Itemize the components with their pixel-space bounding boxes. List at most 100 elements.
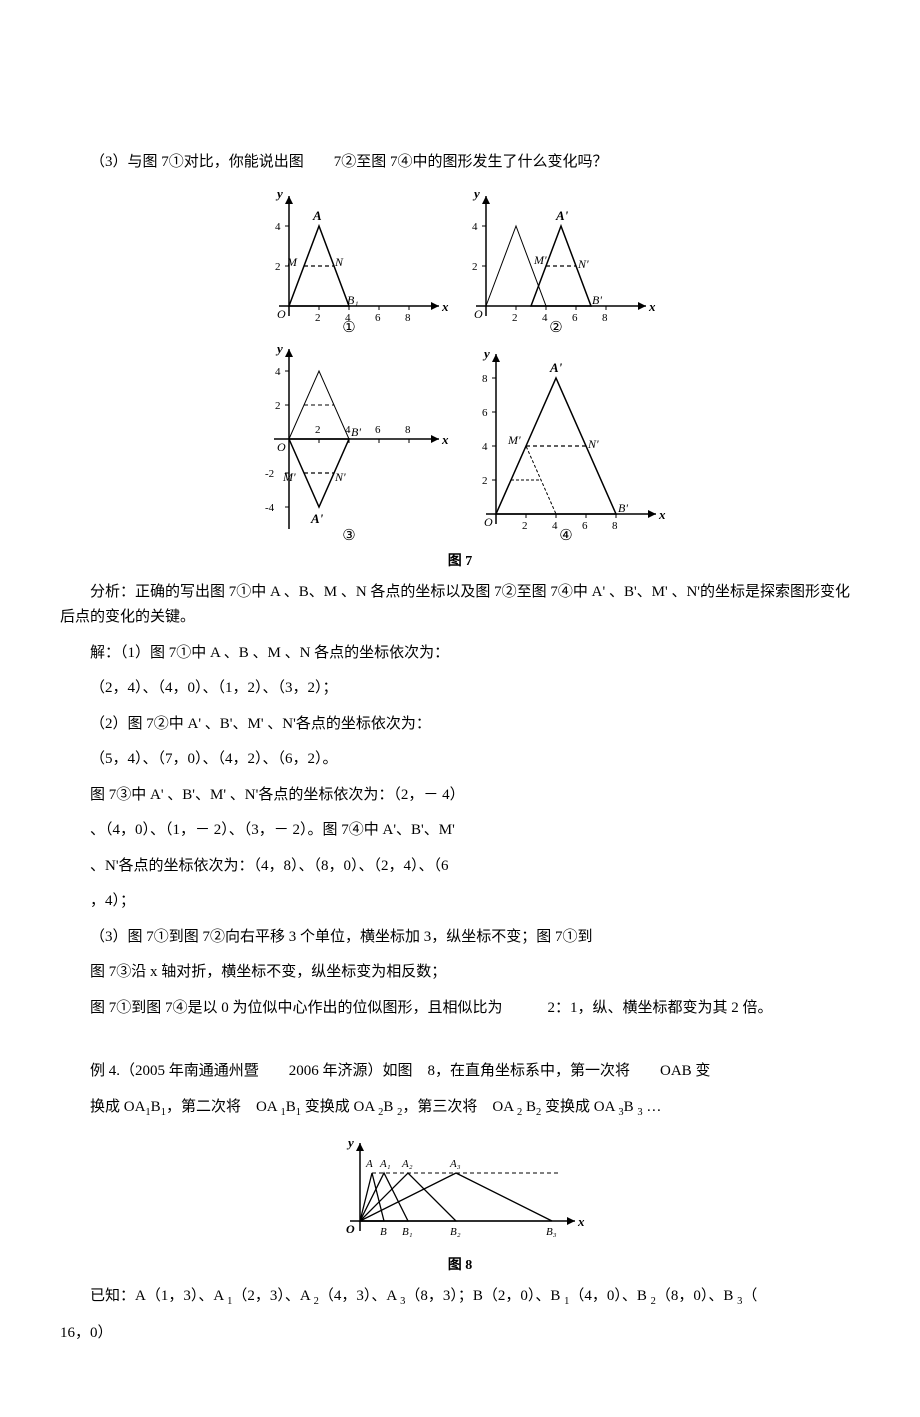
ex4b-seg: B xyxy=(151,1099,161,1115)
solution-1-head: 解：（1）图 7①中 A 、B 、M 、N 各点的坐标依次为： xyxy=(60,641,860,667)
svg-text:y: y xyxy=(482,346,490,361)
figure-7-panel-4: x y O 2 4 6 8 2 4 6 8 A' xyxy=(466,344,666,544)
svg-text:8: 8 xyxy=(602,312,608,324)
svg-text:2: 2 xyxy=(275,400,281,412)
svg-text:6: 6 xyxy=(582,520,588,532)
svg-text:A': A' xyxy=(555,208,569,223)
svg-text:O: O xyxy=(474,307,483,321)
svg-text:M': M' xyxy=(282,470,296,484)
svg-text:B': B' xyxy=(351,425,361,439)
solution-3a: 图 7③中 A' 、B'、M' 、N'各点的坐标依次为：（2，－ 4） xyxy=(60,783,860,809)
svg-text:y: y xyxy=(275,344,283,356)
svg-text:A: A xyxy=(312,208,322,223)
svg-text:M': M' xyxy=(507,433,521,447)
svg-text:y: y xyxy=(275,186,283,201)
svg-text:B': B' xyxy=(592,293,602,307)
solution-2-head: （2）图 7②中 A' 、B'、M' 、N'各点的坐标依次为： xyxy=(60,712,860,738)
svg-text:B₃: B₃ xyxy=(546,1226,557,1238)
svg-text:N': N' xyxy=(334,470,346,484)
svg-text:-2: -2 xyxy=(265,468,274,480)
svg-text:A₂: A₂ xyxy=(401,1158,413,1170)
svg-text:8: 8 xyxy=(612,520,618,532)
question-3: （3）与图 7①对比，你能说出图 7②至图 7④中的图形发生了什么变化吗？ xyxy=(60,150,860,176)
svg-text:6: 6 xyxy=(375,424,381,436)
svg-text:B: B xyxy=(380,1226,387,1238)
svg-text:4: 4 xyxy=(552,520,558,532)
svg-text:8: 8 xyxy=(405,312,411,324)
ex4b-seg: 换成 OA xyxy=(90,1099,145,1115)
svg-text:-4: -4 xyxy=(265,502,275,514)
solution-3b: 、（4，0）、（1，－ 2）、（3，－ 2）。图 7④中 A'、B'、M' xyxy=(60,818,860,844)
svg-text:B': B' xyxy=(618,501,628,515)
svg-text:N': N' xyxy=(587,437,599,451)
svg-text:O: O xyxy=(277,440,286,454)
svg-text:2: 2 xyxy=(472,261,478,273)
svg-text:4: 4 xyxy=(275,366,281,378)
ex4b-seg: B xyxy=(522,1099,536,1115)
svg-text:x: x xyxy=(648,299,656,314)
solution-4c: 图 7①到图 7④是以 0 为位似中心作出的位似图形，且相似比为 2：1，纵、横… xyxy=(60,996,860,1022)
svg-text:4: 4 xyxy=(472,221,478,233)
svg-text:4: 4 xyxy=(275,221,281,233)
known-seg: （4，0）、B xyxy=(569,1288,650,1304)
svg-text:2: 2 xyxy=(512,312,518,324)
figure-8-caption: 图 8 xyxy=(60,1254,860,1274)
svg-text:4: 4 xyxy=(542,312,548,324)
svg-text:x: x xyxy=(441,299,449,314)
svg-text:O: O xyxy=(484,515,493,529)
ex4b-seg: B xyxy=(286,1099,296,1115)
known-seg: （8，3）；B（2，0）、B xyxy=(405,1288,564,1304)
svg-text:O: O xyxy=(277,307,286,321)
solution-2-coords: （5，4）、（7，0）、（4，2）、（6，2）。 xyxy=(60,747,860,773)
ex4b-seg: 变换成 OA xyxy=(301,1099,378,1115)
svg-text:y: y xyxy=(346,1135,354,1150)
ex4b-seg: ，第二次将 OA xyxy=(166,1099,281,1115)
solution-1-coords: （2，4）、（4，0）、（1，2）、（3，2）； xyxy=(60,676,860,702)
ex4b-seg: 变换成 OA xyxy=(541,1099,618,1115)
svg-text:B₁: B₁ xyxy=(402,1226,413,1238)
known-seg: （8，0）、B xyxy=(656,1288,737,1304)
svg-text:A': A' xyxy=(310,511,324,526)
known-seg: （2，3）、A xyxy=(232,1288,313,1304)
svg-text:A': A' xyxy=(549,360,563,375)
ex4b-seg: B xyxy=(624,1099,638,1115)
figure-7-panel-1: x y O 2 4 6 8 2 4 A B₁ M N xyxy=(259,186,449,336)
figure-7-panel-3: x y O 2 4 6 8 2 4 -2 -4 xyxy=(254,344,454,544)
svg-text:x: x xyxy=(441,432,449,447)
ex4b-seg: ，第三次将 OA xyxy=(402,1099,517,1115)
svg-text:③: ③ xyxy=(342,528,355,544)
svg-text:4: 4 xyxy=(482,441,488,453)
svg-text:2: 2 xyxy=(315,312,321,324)
svg-text:B₂: B₂ xyxy=(450,1226,461,1238)
svg-text:M': M' xyxy=(533,253,547,267)
figure-8: x y O A A₁ A₂ A₃ B B₁ B₂ xyxy=(60,1131,860,1274)
analysis-text: 分析：正确的写出图 7①中 A 、B、M 、N 各点的坐标以及图 7②至图 7④… xyxy=(60,580,860,631)
solution-4a: （3）图 7①到图 7②向右平移 3 个单位，横坐标加 3，纵坐标不变；图 7①… xyxy=(60,925,860,951)
ex4b-seg: B xyxy=(383,1099,397,1115)
svg-text:8: 8 xyxy=(405,424,411,436)
ex4b-seg: … xyxy=(643,1099,662,1115)
svg-text:O: O xyxy=(346,1222,355,1236)
example-4-line-2: 换成 OA1B1，第二次将 OA 1B1 变换成 OA 2B 2，第三次将 OA… xyxy=(60,1095,860,1122)
page-content: （3）与图 7①对比，你能说出图 7②至图 7④中的图形发生了什么变化吗？ x … xyxy=(0,0,920,1417)
svg-text:2: 2 xyxy=(522,520,528,532)
svg-text:6: 6 xyxy=(572,312,578,324)
svg-text:④: ④ xyxy=(559,528,572,544)
svg-text:x: x xyxy=(577,1214,585,1229)
figure-7-row-1: x y O 2 4 6 8 2 4 A B₁ M N xyxy=(60,186,860,336)
svg-text:y: y xyxy=(472,186,480,201)
svg-text:2: 2 xyxy=(315,424,321,436)
example-4-line-1: 例 4.（2005 年南通通州暨 2006 年济源）如图 8，在直角坐标系中，第… xyxy=(60,1059,860,1085)
svg-text:A₃: A₃ xyxy=(449,1158,461,1170)
known-points-line-2: 16，0） xyxy=(60,1321,860,1347)
known-seg: （ xyxy=(742,1288,757,1304)
solution-3d: ，4）； xyxy=(60,889,860,915)
svg-text:B₁: B₁ xyxy=(347,293,359,307)
svg-text:6: 6 xyxy=(375,312,381,324)
svg-text:N: N xyxy=(334,255,344,269)
figure-7-caption: 图 7 xyxy=(60,550,860,570)
svg-text:②: ② xyxy=(549,320,562,336)
known-seg: （4，3）、A xyxy=(319,1288,400,1304)
svg-text:2: 2 xyxy=(275,261,281,273)
svg-text:2: 2 xyxy=(482,475,488,487)
